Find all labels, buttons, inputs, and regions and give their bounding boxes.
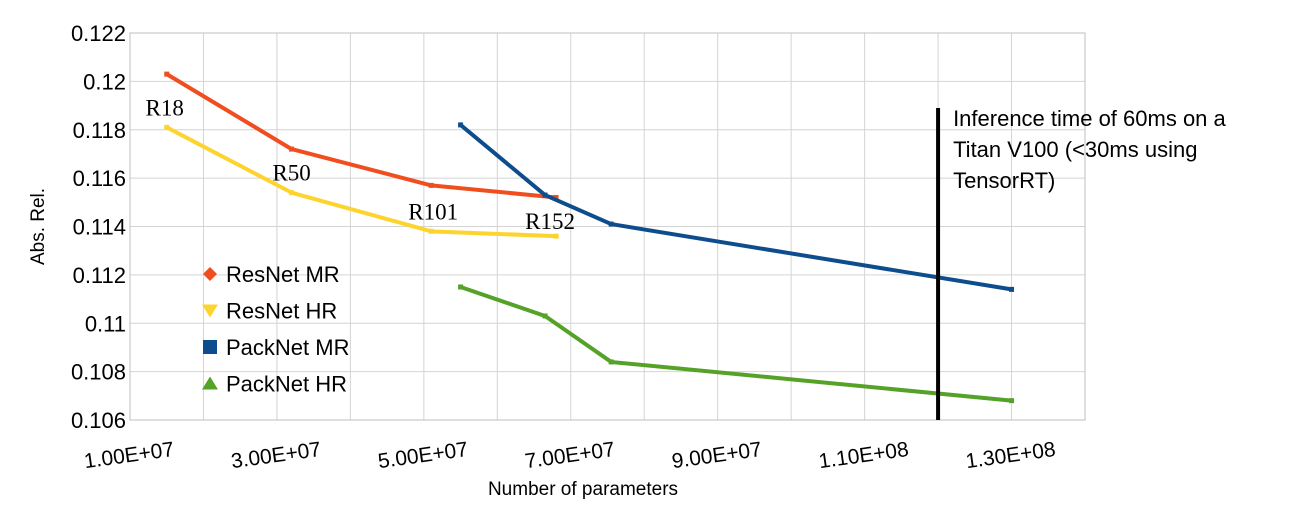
legend-label-resnet-hr: ResNet HR [226,299,337,324]
data-point-resnet-hr [553,233,559,239]
x-tick-labels: 1.00E+07 3.00E+07 5.00E+07 7.00E+07 9.00E+07… [83,438,1057,473]
x-tick-label: 7.00E+07 [523,438,616,473]
data-point-resnet-mr [164,71,170,77]
point-label-r101: R101 [408,199,458,224]
y-tick-label: 0.122 [71,21,126,46]
y-gridlines [130,32,1085,421]
data-point-resnet-mr [289,146,295,152]
y-axis-label: Abs. Rel. [28,188,49,265]
data-point-packnet-hr [458,284,464,290]
x-tick-label: 9.00E+07 [670,438,763,473]
data-point-packnet-mr [458,122,464,128]
inference-note-line: TensorRT) [953,168,1055,193]
data-point-packnet-mr [542,192,548,198]
data-point-resnet-hr [428,228,434,234]
legend-marker-packnet-hr [202,376,218,390]
series-line-resnet-hr [165,125,557,239]
series-line-packnet-mr [459,123,1012,292]
legend-marker-packnet-mr [203,340,217,354]
legend: ResNet MR ResNet HR PackNet MR PackNet HR [202,262,349,397]
data-point-resnet-mr [553,194,559,200]
series-line-resnet-mr [165,72,557,200]
legend-label-packnet-mr: PackNet MR [226,335,349,360]
inference-note-line: Inference time of 60ms on a [953,106,1226,131]
legend-label-resnet-mr: ResNet MR [226,262,340,287]
y-tick-label: 0.112 [73,263,126,288]
y-tick-label: 0.118 [73,118,126,143]
data-point-resnet-hr [289,190,295,196]
point-label-r50: R50 [272,161,310,186]
series-group [164,71,1015,404]
y-tick-label: 0.116 [73,166,126,191]
y-tick-label: 0.108 [71,360,126,385]
data-point-packnet-mr [1009,286,1015,292]
data-point-packnet-hr [608,359,614,365]
x-tick-label: 1.30E+08 [964,438,1057,473]
y-tick-label: 0.106 [71,408,126,433]
y-tick-label: 0.11 [85,311,126,336]
x-tick-label: 1.00E+07 [83,438,176,473]
y-tick-label: 0.12 [83,69,126,94]
x-tick-label: 5.00E+07 [377,438,470,473]
data-point-packnet-mr [608,221,614,227]
x-tick-label: 1.10E+08 [817,438,910,473]
data-point-resnet-mr [428,182,434,188]
series-line-packnet-hr [459,285,1012,403]
inference-time-marker: Inference time of 60ms on a Titan V100 (<… [936,106,1227,420]
point-label-r152: R152 [525,209,575,234]
y-tick-label: 0.114 [73,215,126,240]
point-label-r18: R18 [146,95,184,120]
data-point-packnet-hr [1009,398,1015,404]
data-point-resnet-hr [164,124,170,130]
plot-frame [129,32,1086,421]
inference-note-line: Titan V100 (<30ms using [953,137,1197,162]
x-tick-label: 3.00E+07 [230,438,323,473]
legend-label-packnet-hr: PackNet HR [226,372,347,397]
legend-marker-resnet-mr [203,267,217,281]
legend-marker-resnet-hr [202,304,218,318]
y-tick-labels: 0.106 0.108 0.11 0.112 0.114 0.116 0.118 0.12 0.… [71,21,126,433]
data-point-packnet-hr [542,313,548,319]
point-labels: R18 R50 R101 R152 [146,95,575,234]
x-axis-label: Number of parameters [488,479,678,500]
